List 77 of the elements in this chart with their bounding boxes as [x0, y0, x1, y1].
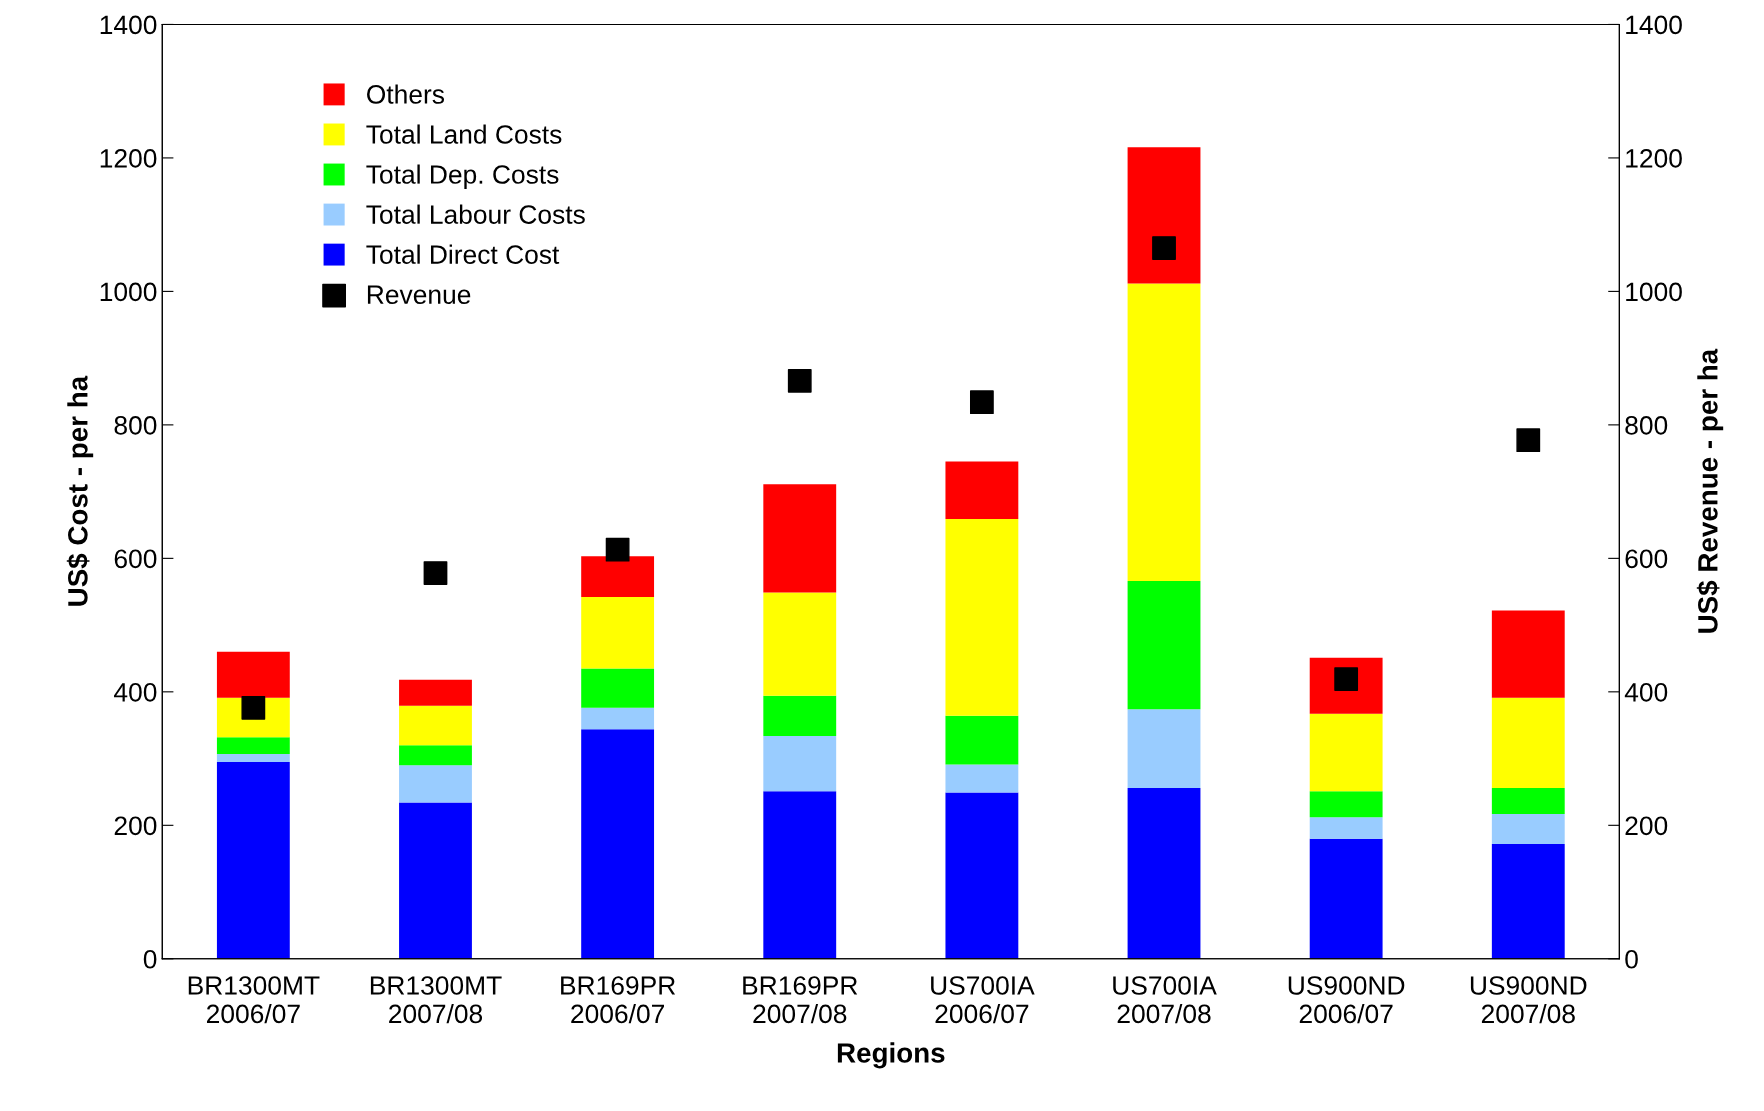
- y-tick-label: 400: [114, 682, 157, 702]
- legend-label: Total Direct Cost: [366, 244, 560, 264]
- bar: [399, 802, 472, 959]
- bar: [945, 518, 1019, 716]
- y2-tick-label: 1000: [1626, 282, 1682, 302]
- bar: [216, 737, 290, 754]
- y-axis-title: US$ Cost - per ha: [66, 375, 94, 606]
- point: [605, 537, 630, 562]
- x-tick-label: BR1300MT 2006/07: [188, 976, 320, 1024]
- y-tick-label: 600: [114, 549, 157, 569]
- bar: [1309, 817, 1383, 839]
- bar: [399, 765, 472, 803]
- x-tick-label: US700IA 2007/08: [1113, 976, 1217, 1024]
- point: [423, 561, 448, 585]
- y2-axis-title: US$ Revenue - per ha: [1696, 348, 1724, 633]
- x-tick-label: US900ND 2007/08: [1470, 976, 1587, 1024]
- x-tick-label: US700IA 2006/07: [931, 976, 1035, 1024]
- y-tick-label: 0: [143, 949, 157, 969]
- bar: [1491, 697, 1565, 788]
- bar: [1127, 581, 1201, 710]
- bar: [763, 592, 837, 696]
- bar: [945, 764, 1019, 793]
- bar: [763, 735, 837, 792]
- bar: [216, 651, 290, 698]
- y2-tick-label: 400: [1624, 682, 1668, 702]
- x-tick-label: BR169PR 2006/07: [561, 976, 676, 1024]
- y-tick-label: 1400: [100, 15, 157, 35]
- point: [1516, 428, 1541, 453]
- y2-tick-label: 800: [1625, 416, 1668, 435]
- x-tick-label: BR169PR 2007/08: [743, 976, 858, 1024]
- bar: [1127, 147, 1201, 284]
- bar: [581, 668, 655, 708]
- y-tick-label: 1000: [100, 282, 157, 302]
- bar: [399, 679, 472, 706]
- y-tick-label: 1200: [100, 149, 157, 168]
- bar: [1491, 813, 1565, 844]
- bar: [1127, 283, 1201, 582]
- bar: [763, 695, 837, 736]
- bar: [399, 745, 472, 766]
- bar: [216, 761, 290, 959]
- bar: [1309, 713, 1383, 792]
- x-tick-label: US900ND 2006/07: [1288, 976, 1405, 1024]
- bar: [763, 791, 837, 959]
- y2-tick-label: 200: [1625, 816, 1668, 836]
- bar: [945, 461, 1019, 519]
- legend-label: Total Dep. Costs: [366, 164, 559, 190]
- point: [787, 368, 812, 393]
- bar: [1309, 838, 1383, 959]
- bar: [581, 556, 655, 598]
- y-tick-label: 200: [114, 816, 157, 836]
- y2-tick-label: 1400: [1626, 15, 1682, 35]
- bar: [1309, 791, 1383, 818]
- y-tick-label: 800: [114, 416, 157, 435]
- legend-label: Others: [367, 84, 445, 104]
- y2-tick-label: 600: [1625, 549, 1668, 569]
- point: [1152, 236, 1176, 260]
- bar: [1491, 787, 1565, 814]
- bar: [1127, 787, 1201, 959]
- bar: [1491, 610, 1565, 698]
- bar: [216, 753, 290, 762]
- bar: [399, 705, 472, 746]
- y2-tick-label: 1200: [1626, 149, 1682, 168]
- point: [969, 390, 994, 415]
- bar: [945, 715, 1019, 765]
- bar: [581, 729, 655, 959]
- legend-label: Revenue: [367, 285, 471, 305]
- bar: [763, 484, 837, 593]
- legend-label: Total Land Costs: [366, 124, 562, 144]
- y2-tick-label: 0: [1625, 949, 1638, 969]
- bar: [581, 707, 655, 730]
- bar: [581, 597, 655, 669]
- legend-label: Total Labour Costs: [366, 204, 585, 224]
- bar: [1127, 709, 1201, 788]
- bar: [1491, 844, 1565, 959]
- x-axis-title: Regions: [837, 1042, 945, 1069]
- bar: [945, 792, 1019, 959]
- x-tick-label: BR1300MT 2007/08: [370, 976, 502, 1024]
